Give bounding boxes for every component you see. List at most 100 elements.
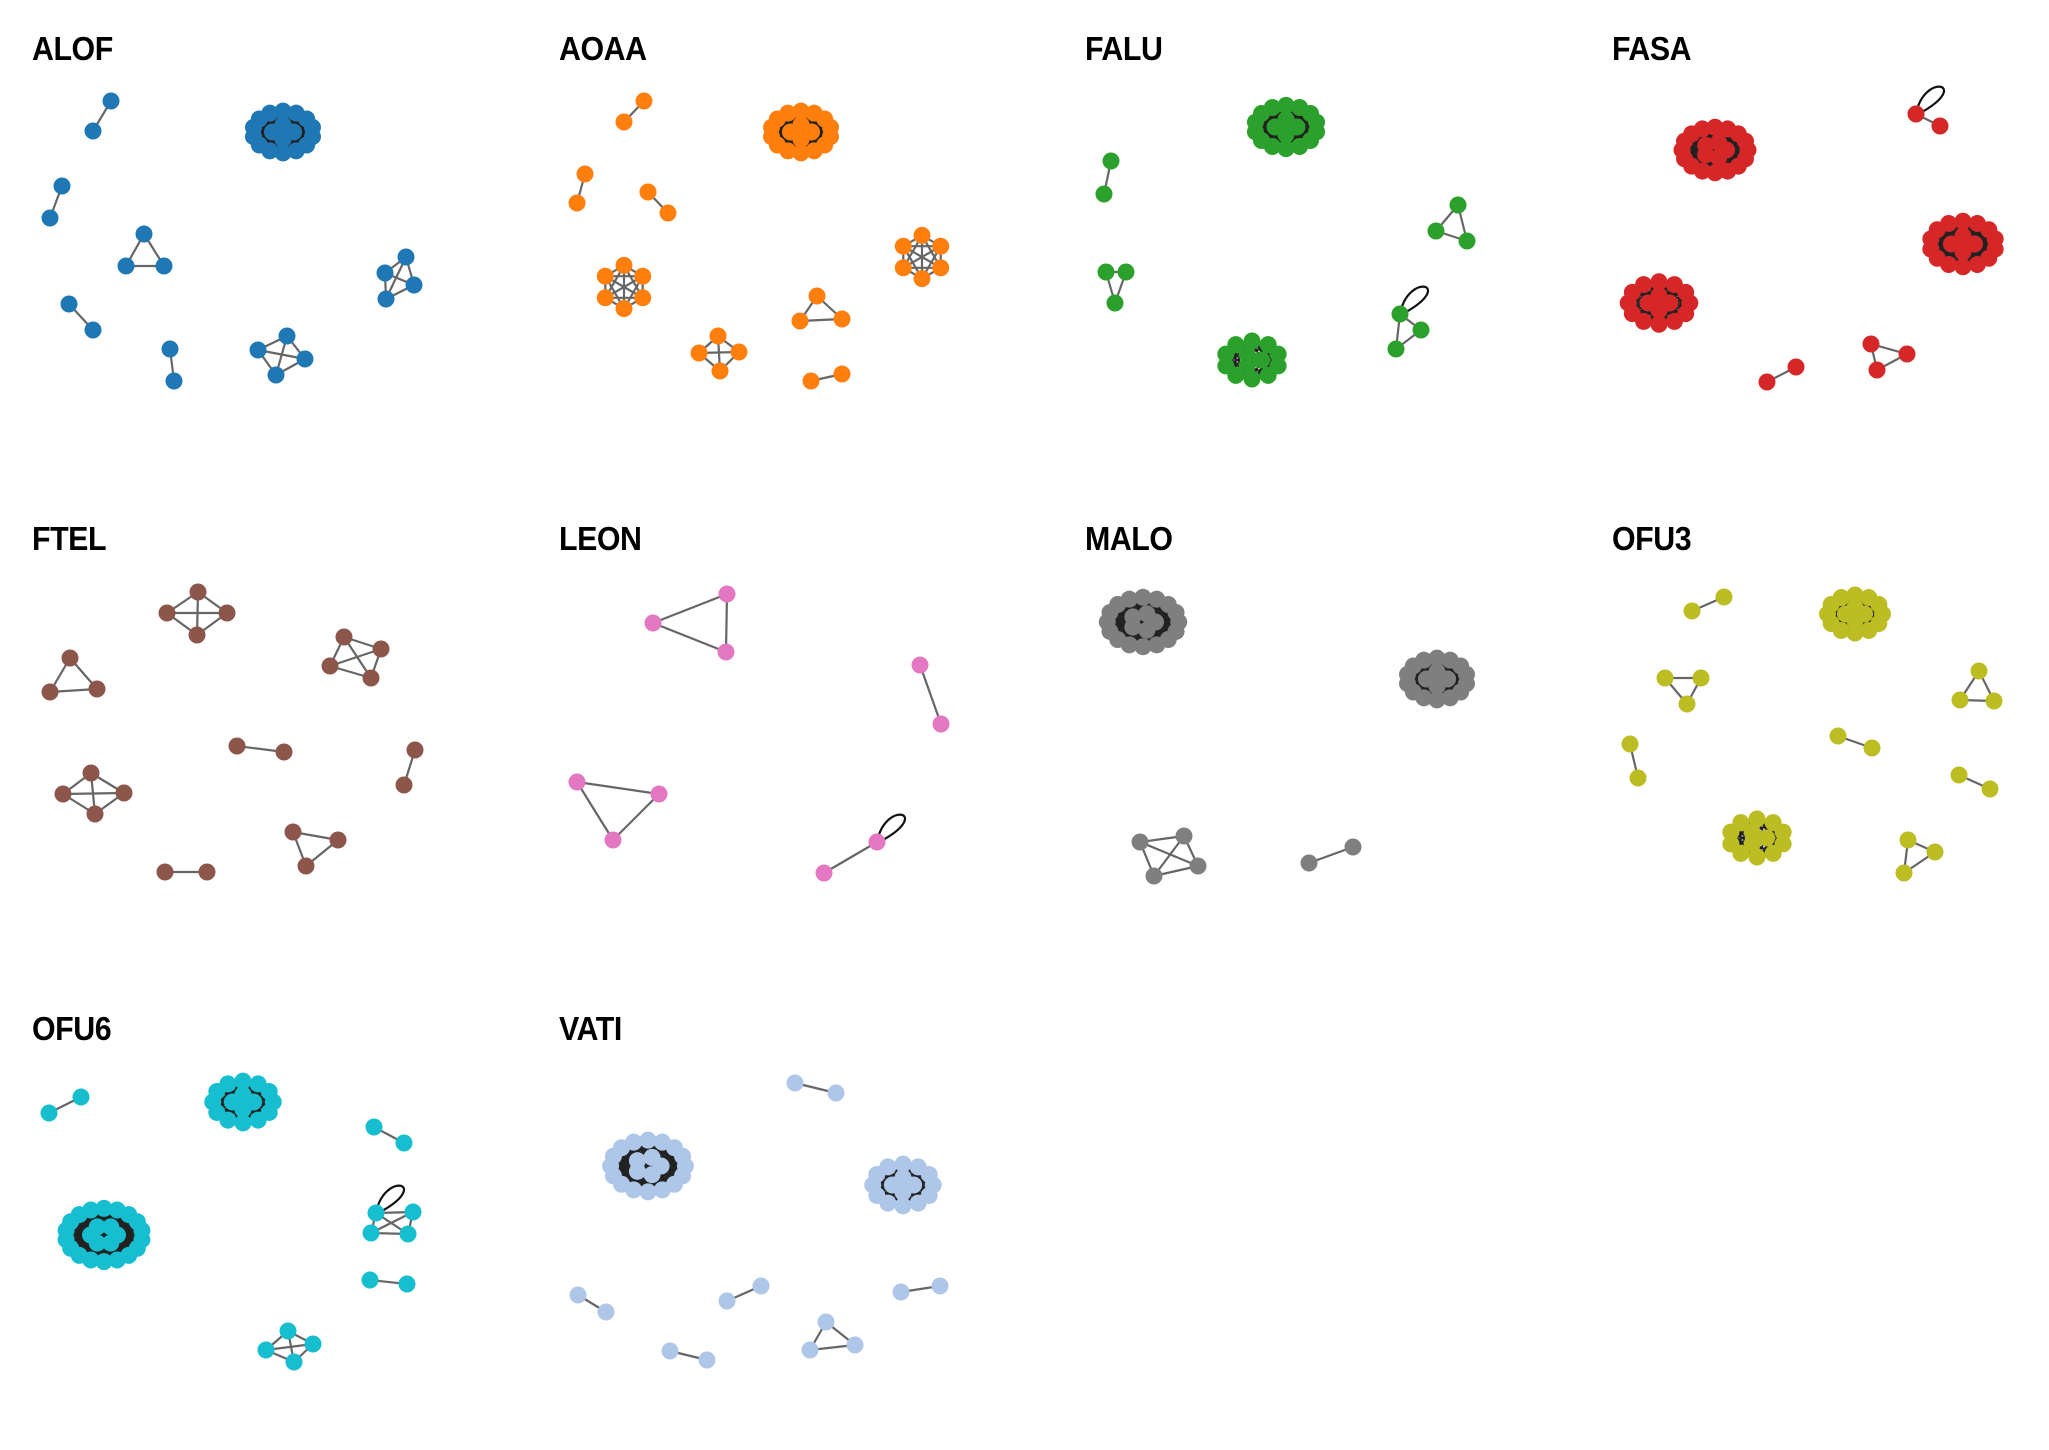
network-node xyxy=(362,1272,379,1289)
network-node xyxy=(62,650,79,667)
network-node xyxy=(156,258,173,275)
network-node xyxy=(61,296,78,313)
network-node xyxy=(625,1134,642,1151)
network-node xyxy=(1103,153,1120,170)
network-node xyxy=(1679,696,1696,713)
network-node xyxy=(1450,197,1467,214)
network-node xyxy=(322,658,339,675)
panel-malo: MALO xyxy=(1053,490,1573,960)
network-node xyxy=(1459,233,1476,250)
network-node xyxy=(42,210,59,227)
network-node xyxy=(662,1343,679,1360)
network-node xyxy=(1864,740,1881,757)
panel-title: FASA xyxy=(1612,30,1691,68)
network-node xyxy=(1955,228,1972,245)
network-node xyxy=(893,1284,910,1301)
network-node xyxy=(1124,608,1141,625)
network-node xyxy=(1651,316,1668,333)
network-graph xyxy=(1053,0,1573,470)
network-node xyxy=(712,363,729,380)
panel-ofu3: OFU3 xyxy=(1580,490,2049,960)
network-edge xyxy=(577,782,659,794)
network-graph xyxy=(1053,490,1573,960)
network-node xyxy=(268,367,285,384)
network-node xyxy=(279,328,296,345)
panel-title: AOAA xyxy=(559,30,647,68)
network-node xyxy=(644,1149,661,1166)
network-graph xyxy=(0,980,520,1450)
network-node xyxy=(166,373,183,390)
panel-falu: FALU xyxy=(1053,0,1573,470)
network-node xyxy=(569,195,586,212)
network-node xyxy=(640,1132,657,1149)
network-node xyxy=(933,716,950,733)
network-node xyxy=(1684,603,1701,620)
network-node xyxy=(373,641,390,658)
network-node xyxy=(753,1278,770,1295)
network-node xyxy=(73,1089,90,1106)
network-node xyxy=(718,644,735,661)
network-node xyxy=(103,93,120,110)
network-node xyxy=(569,774,586,791)
network-node xyxy=(1260,367,1277,384)
network-node xyxy=(629,1152,646,1169)
network-node xyxy=(258,1342,275,1359)
network-node xyxy=(598,1304,615,1321)
network-node xyxy=(82,1202,99,1219)
network-node xyxy=(577,166,594,183)
network-node xyxy=(250,1112,267,1129)
network-node xyxy=(229,738,246,755)
network-node xyxy=(719,586,736,603)
network-node xyxy=(1863,336,1880,353)
network-graph xyxy=(527,980,1047,1450)
network-node xyxy=(1132,834,1149,851)
network-node xyxy=(1955,258,1972,275)
network-node xyxy=(405,1204,422,1221)
network-node xyxy=(792,313,809,330)
network-node xyxy=(159,605,176,622)
network-node xyxy=(199,864,216,881)
network-node xyxy=(1955,213,1972,230)
network-node xyxy=(1749,811,1766,828)
network-node xyxy=(1969,256,1986,273)
network-node xyxy=(1651,273,1668,290)
network-node xyxy=(636,93,653,110)
network-node xyxy=(605,832,622,849)
network-node xyxy=(834,311,851,328)
network-node xyxy=(1657,670,1674,687)
network-node xyxy=(1635,276,1652,293)
network-node xyxy=(895,259,912,276)
network-node xyxy=(1227,336,1244,353)
network-node xyxy=(261,105,278,122)
network-node xyxy=(691,345,708,362)
network-node xyxy=(1176,828,1193,845)
network-edge xyxy=(653,623,726,652)
network-node xyxy=(1666,313,1683,330)
network-node xyxy=(1388,341,1405,358)
network-node xyxy=(162,341,179,358)
network-node xyxy=(932,238,949,255)
network-node xyxy=(1952,692,1969,709)
network-node xyxy=(644,1166,661,1183)
network-node xyxy=(157,864,174,881)
network-node xyxy=(1244,371,1261,388)
network-node xyxy=(219,605,236,622)
network-node xyxy=(779,105,796,122)
network-node xyxy=(1759,374,1776,391)
network-node xyxy=(818,1314,835,1331)
network-node xyxy=(654,1181,671,1198)
network-node xyxy=(1732,814,1749,831)
network-node xyxy=(1301,855,1318,872)
network-node xyxy=(41,1105,58,1122)
network-node xyxy=(1118,264,1135,281)
network-node xyxy=(366,1119,383,1136)
network-node xyxy=(1121,591,1138,608)
network-node xyxy=(1908,106,1925,123)
panel-title: FALU xyxy=(1085,30,1162,68)
network-node xyxy=(1622,736,1639,753)
network-node xyxy=(286,1354,303,1371)
network-node xyxy=(651,786,668,803)
panel-fasa: FASA xyxy=(1580,0,2049,470)
network-graph xyxy=(527,0,1047,470)
network-node xyxy=(1971,663,1988,680)
